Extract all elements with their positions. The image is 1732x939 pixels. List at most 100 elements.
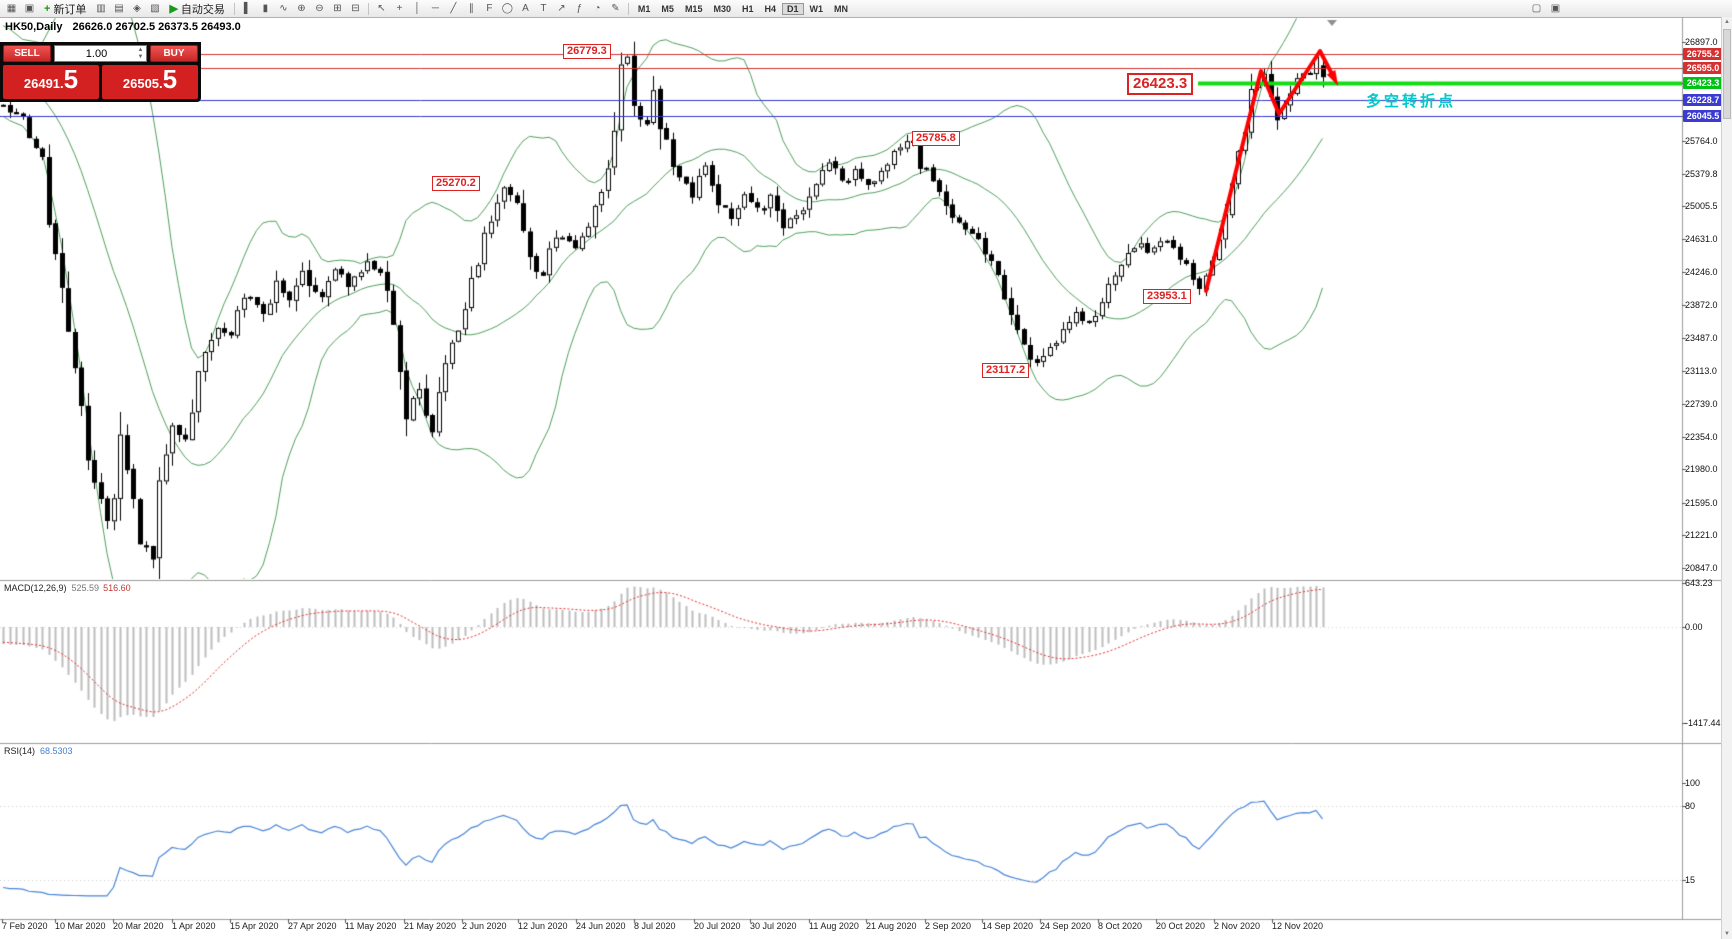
volume-decrease-button[interactable]: ▼ [137, 53, 144, 60]
time-axis-label: 24 Jun 2020 [576, 921, 626, 931]
time-axis-label: 21 May 2020 [404, 921, 457, 931]
new-order-button-icon: + [44, 2, 51, 15]
price-callout[interactable]: 25270.2 [432, 176, 480, 191]
text-icon[interactable]: A [522, 3, 529, 14]
price-axis-label: 23487.0 [1685, 333, 1718, 344]
chart-symbol-period: HK50,Daily [5, 21, 63, 33]
volume-increase-button[interactable]: ▲ [137, 46, 144, 53]
trendline-icon[interactable]: ╱ [450, 3, 457, 14]
toolbar-right-group: ▢ ▣ [1528, 2, 1564, 16]
ask-price[interactable]: 26505. 5 [102, 65, 198, 99]
time-axis-label: 11 Aug 2020 [809, 921, 859, 931]
price-axis-label: 21221.0 [1685, 530, 1718, 541]
market-watch-icon[interactable]: ▥ [96, 3, 106, 14]
timeframe-m1-button[interactable]: M1 [637, 3, 651, 14]
timeframe-h1-button[interactable]: H1 [741, 3, 754, 14]
price-axis-label: 22739.0 [1685, 398, 1718, 409]
annotation-text[interactable]: 多空转折点 [1366, 93, 1457, 110]
sell-button[interactable]: SELL [3, 45, 51, 62]
arrow-tool-icon[interactable]: ↗ [557, 3, 566, 14]
chart-title: HK50,Daily 26626.0 26702.5 26373.5 26493… [5, 21, 241, 33]
timeframe-mn-button[interactable]: MN [834, 3, 849, 14]
time-axis-label: 20 Oct 2020 [1156, 921, 1206, 931]
window-options-icon[interactable]: ▣ [1550, 3, 1561, 14]
chart-ohlc-values: 26626.0 26702.5 26373.5 26493.0 [72, 21, 241, 33]
new-order-button[interactable]: + 新订单 [39, 1, 91, 16]
label-icon[interactable]: T [540, 3, 547, 14]
time-axis-label: 15 Apr 2020 [230, 921, 279, 931]
rsi-axis-label: 100 [1685, 778, 1701, 789]
scroll-down-button[interactable]: ▼ [1724, 931, 1730, 937]
bid-price[interactable]: 26491. 5 [3, 65, 99, 99]
time-axis-label: 14 Sep 2020 [982, 921, 1034, 931]
indicators-icon[interactable]: ƒ [576, 3, 583, 14]
timeframe-m5-button[interactable]: M5 [661, 3, 674, 14]
docking-icon[interactable]: ▢ [1531, 3, 1542, 14]
zoom-out-icon[interactable]: ⊖ [315, 3, 324, 14]
terminal-icon[interactable]: ▧ [150, 3, 160, 14]
profiles-icon[interactable]: ▣ [24, 3, 35, 14]
bid-price-main: 26491. [23, 76, 64, 91]
tile-windows-icon[interactable]: ⊞ [333, 3, 342, 14]
autotrading-button[interactable]: ▶ 自动交易 [164, 1, 229, 16]
price-callout[interactable]: 23117.2 [982, 363, 1030, 378]
price-callout[interactable]: 25785.8 [912, 131, 960, 146]
bar-chart-icon[interactable]: ▌ [243, 3, 251, 14]
rsi-value: 68.5303 [40, 746, 73, 756]
price-axis-label: 23872.0 [1685, 300, 1718, 310]
price-level-badge: 26045.5 [1683, 110, 1723, 123]
autotrading-button-icon: ▶ [169, 3, 178, 15]
zoom-in-icon[interactable]: ⊕ [297, 3, 306, 14]
new-chart-icon[interactable]: ▦ [6, 3, 17, 14]
templates-icon[interactable]: ✎ [611, 3, 620, 14]
vertical-line-icon[interactable]: │ [414, 3, 421, 14]
price-axis-label: 21980.0 [1685, 464, 1718, 475]
time-axis-label: 12 Nov 2020 [1272, 921, 1324, 931]
macd-axis-label: 0.00 [1685, 622, 1703, 632]
price-callout[interactable]: 23953.1 [1143, 289, 1191, 304]
scrollbar-thumb[interactable] [1723, 29, 1731, 119]
macd-axis-label: -1417.44 [1685, 718, 1721, 729]
time-axis-label: 24 Sep 2020 [1040, 921, 1092, 931]
shapes-icon[interactable]: ◯ [501, 3, 513, 14]
volume-field[interactable]: 1.00 ▲ ▼ [54, 45, 147, 62]
timeframe-m30-button[interactable]: M30 [713, 3, 731, 14]
time-axis-label: 10 Mar 2020 [55, 921, 106, 931]
price-axis-label: 24246.0 [1685, 267, 1718, 278]
horizontal-line-icon[interactable]: ─ [431, 3, 439, 14]
toolbar-separator [233, 2, 235, 15]
price-axis-label: 25379.8 [1685, 168, 1718, 179]
time-axis-label: 11 May 2020 [345, 921, 397, 931]
price-callout[interactable]: 26423.3 [1127, 73, 1194, 95]
cursor-icon[interactable]: ↖ [377, 3, 386, 14]
vertical-scrollbar[interactable]: ▲ ▼ [1721, 17, 1732, 939]
volume-value: 1.00 [85, 47, 108, 60]
navigator-icon[interactable]: ◈ [133, 3, 141, 14]
timeframe-w1-button[interactable]: W1 [809, 3, 824, 14]
timeframe-d1-button[interactable]: D1 [782, 2, 804, 15]
candlestick-chart-icon[interactable]: ▮ [262, 3, 269, 14]
price-axis-label: 24631.0 [1685, 234, 1718, 244]
timeframe-m15-button[interactable]: M15 [684, 3, 703, 14]
line-chart-icon[interactable]: ∿ [279, 3, 288, 14]
new-order-button-label: 新订单 [53, 3, 87, 16]
price-callout[interactable]: 26779.3 [563, 44, 611, 59]
buy-button[interactable]: BUY [150, 45, 198, 62]
price-level-badge: 26228.7 [1683, 94, 1723, 107]
cycles-icon[interactable]: ◔ [594, 3, 601, 14]
rsi-name: RSI(14) [4, 746, 36, 756]
price-level-badge: 26423.3 [1683, 77, 1723, 90]
cascade-windows-icon[interactable]: ⊟ [351, 3, 360, 14]
crosshair-icon[interactable]: + [396, 3, 403, 14]
macd-main-value: 525.59 [71, 583, 100, 593]
fibonacci-icon[interactable]: F [486, 3, 493, 14]
data-window-icon[interactable]: ▤ [114, 3, 124, 14]
time-axis-label: 12 Jun 2020 [518, 921, 568, 931]
macd-indicator-label: MACD(12,26,9) 525.59 516.60 [4, 583, 131, 593]
scroll-up-button[interactable]: ▲ [1724, 19, 1730, 25]
channel-icon[interactable]: ∥ [468, 3, 474, 14]
time-axis-label: 1 Apr 2020 [172, 921, 216, 931]
time-axis-label: 2 Jun 2020 [462, 921, 507, 931]
timeframe-h4-button[interactable]: H4 [764, 3, 776, 14]
